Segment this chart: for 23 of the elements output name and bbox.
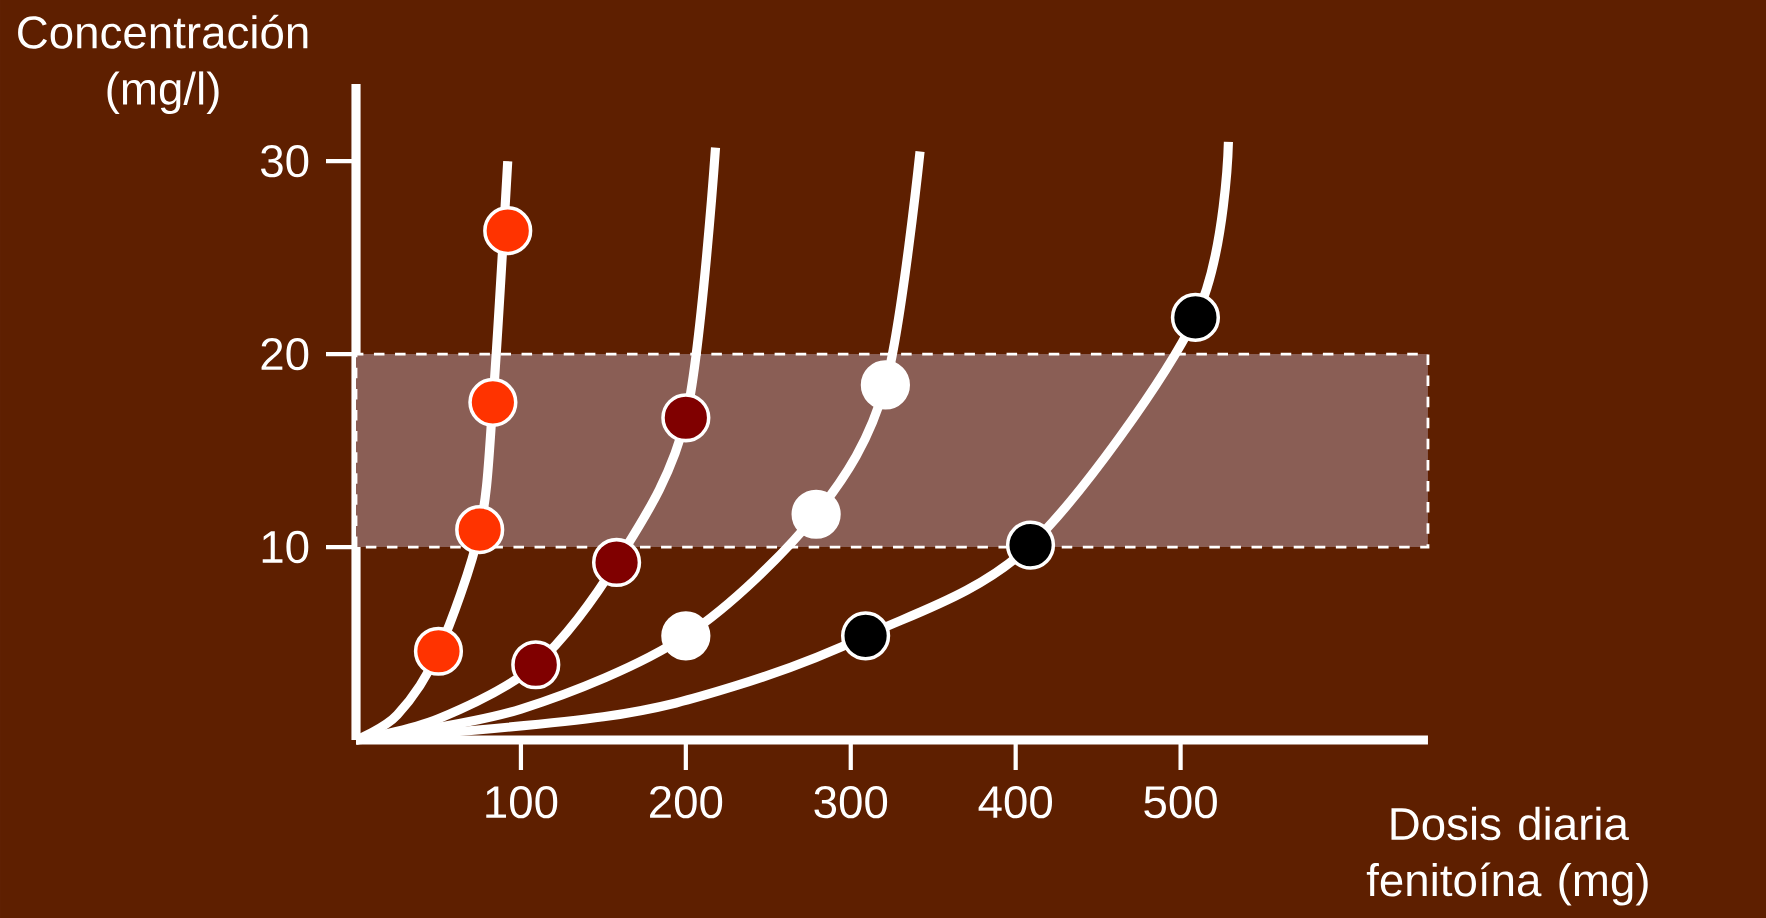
point <box>1005 520 1056 570</box>
x-axis-title: Dosis diaria fenitoína (mg) <box>1366 806 1648 906</box>
x-tick-label: 500 <box>1144 785 1217 819</box>
x-tick-label: 400 <box>978 785 1053 819</box>
y-tick-label: 10 <box>262 530 309 564</box>
point <box>591 537 642 588</box>
x-tick-label: 100 <box>486 785 558 819</box>
y-axis-title: Concentración (mg/l) <box>18 14 308 114</box>
x-tick-label: 200 <box>650 785 723 819</box>
y-tick-label: 20 <box>261 337 309 371</box>
y-tick-label: 30 <box>261 144 309 178</box>
point <box>511 640 561 690</box>
point <box>840 611 891 661</box>
point <box>468 377 518 427</box>
point <box>860 360 910 410</box>
point <box>483 206 533 256</box>
point <box>455 505 505 555</box>
point <box>661 393 711 443</box>
point <box>791 489 841 539</box>
x-tick-label: 300 <box>814 785 888 819</box>
point <box>413 626 464 676</box>
point <box>1170 292 1221 343</box>
point <box>661 611 711 661</box>
